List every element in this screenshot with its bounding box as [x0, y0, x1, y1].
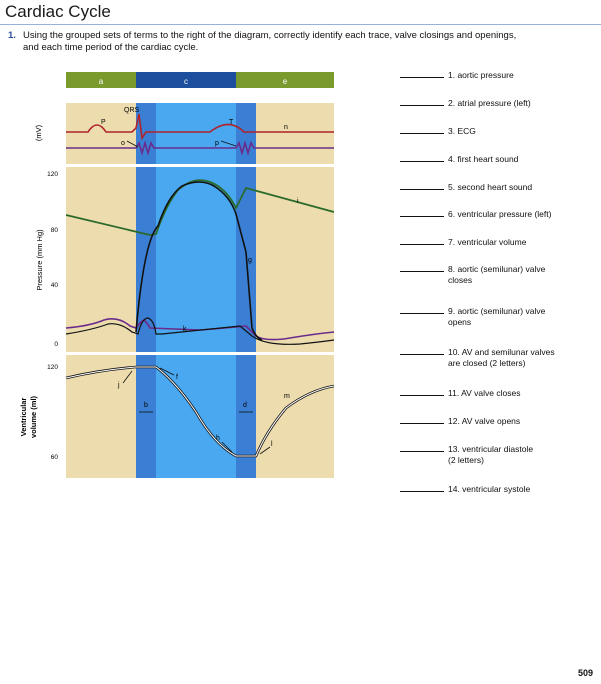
pressure-tick-40: 40 [51, 282, 59, 289]
period-bar-a [66, 72, 136, 88]
volume-axis-label-line2: volume (ml) [29, 395, 38, 438]
period-bar-e [236, 72, 334, 88]
answer-blank [400, 77, 444, 78]
volume-tick-60: 60 [51, 454, 59, 461]
pressure-tick-0: 0 [54, 341, 58, 348]
ventricular-volume-inner [65, 366, 335, 457]
ecg-wave-p: P [101, 119, 106, 126]
instruction-number: 1. [8, 30, 16, 41]
aortic-pressure-trace [65, 179, 335, 236]
systole-bands [136, 103, 256, 478]
answer-blank [400, 395, 444, 396]
trace-label-b: b [144, 402, 148, 409]
pointer-j [122, 370, 133, 384]
answer-blank [400, 105, 444, 106]
pointer-l [259, 446, 271, 455]
ventricular-baseline-trace [65, 317, 335, 345]
pressure-tick-120: 120 [47, 171, 58, 178]
ecg-axis-label: (mV) [34, 124, 43, 141]
heart-sound-trace [66, 140, 334, 156]
pressure-tick-80: 80 [51, 227, 59, 234]
trace-label-d: d [243, 402, 247, 409]
trace-label-l: l [271, 441, 273, 448]
trace-label-k: k [183, 326, 187, 333]
answer-blank [400, 189, 444, 190]
trace-label-i: i [297, 198, 299, 205]
period-label-c: c [184, 77, 188, 86]
pointer-h [221, 441, 233, 453]
answer-blank [400, 451, 444, 452]
answer-blank [400, 354, 444, 355]
period-label-a: a [99, 77, 104, 86]
trace-label-n: n [284, 124, 288, 131]
pointer-o [126, 140, 139, 148]
page-number: 509 [578, 668, 594, 678]
pointer-p [220, 140, 237, 147]
period-bar-c [136, 72, 236, 88]
trace-label-m: m [284, 393, 290, 400]
pointer-f [159, 367, 175, 376]
ecg-wave-t: T [229, 119, 234, 126]
ecg-trace [66, 113, 334, 141]
trace-label-p: p [215, 140, 219, 147]
instruction-line-1: Using the grouped sets of terms to the r… [23, 30, 517, 41]
answer-blank [400, 161, 444, 162]
trace-label-g: g [248, 257, 252, 264]
trace-label-j: j [117, 382, 120, 389]
answer-blank [400, 491, 444, 492]
title-divider [0, 24, 601, 25]
instruction-line-2: and each time period of the cardiac cycl… [23, 42, 199, 53]
answer-blank [400, 216, 444, 217]
ecg-wave-qrs: QRS [124, 107, 140, 114]
answer-blank [400, 271, 444, 272]
page-title: Cardiac Cycle [5, 2, 111, 21]
trace-label-h: h [216, 435, 220, 442]
trace-label-o: o [121, 140, 125, 147]
answer-blank [400, 133, 444, 134]
pressure-axis-label: Pressure (mm Hg) [35, 229, 44, 291]
period-label-e: e [283, 77, 288, 86]
answer-blank [400, 423, 444, 424]
trace-label-f: f [176, 374, 178, 381]
answer-blank [400, 313, 444, 314]
volume-axis-label-line1: Ventricular [19, 398, 28, 437]
volume-tick-120: 120 [47, 364, 58, 371]
instructions: 1. Using the grouped sets of terms to the… [8, 30, 600, 54]
atrial-pressure-trace [65, 318, 335, 341]
answer-blank [400, 244, 444, 245]
ventricular-pressure-trace [135, 181, 263, 341]
